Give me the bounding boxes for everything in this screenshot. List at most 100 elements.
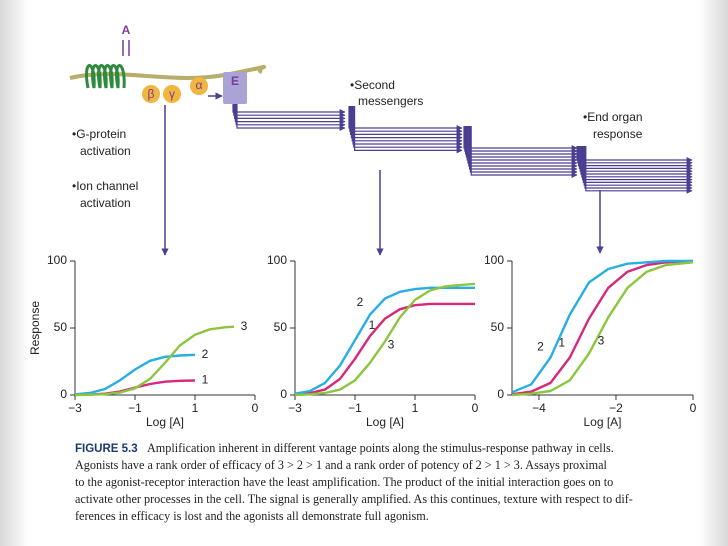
signal-arrow [232,104,346,115]
signal-arrow [353,106,463,151]
effector [223,72,247,104]
signal-arrow [578,146,693,169]
signal-arrow [469,126,578,172]
caption-line: Amplification inherent in different vant… [147,441,614,455]
beta-subunit [142,85,160,103]
signal-arrow [348,106,463,131]
signal-arrow [464,126,578,154]
series-label: 1 [369,318,376,332]
series-label: 3 [241,319,248,333]
y-tick-label: 0 [280,387,287,401]
signal-arrow [583,146,693,189]
x-axis-label: Log [A] [366,415,404,429]
curve [294,302,475,396]
signal-arrow [466,126,578,163]
stage-label: •Second [350,78,395,92]
x-tick-label: −1 [348,401,362,415]
signal-arrow [234,104,346,122]
y-tick-label: 50 [274,320,288,334]
y-tick-label: 100 [47,253,67,267]
caption-line: activate other processes in the cell. Th… [75,492,633,506]
stage-label: •End organ [583,110,643,124]
caption-label: FIGURE 5.3 [75,443,138,455]
y-axis-label: Response [28,301,42,355]
signal-arrow [576,146,693,163]
signal-arrow [233,104,346,119]
x-tick-label: 1 [192,401,199,415]
signal-arrow [467,126,578,166]
signal-arrow [582,146,693,186]
signal-arrow [236,104,346,131]
y-tick-label: 100 [267,253,287,267]
caption-line: ferences in efficacy is lost and the ago… [75,509,429,523]
y-tick-label: 50 [491,320,505,334]
curve [511,259,694,396]
curve [74,353,196,396]
receptor [85,64,126,89]
x-tick-label: 0 [472,401,479,415]
ligand-label: A [122,23,131,37]
x-tick-label: 0 [690,401,697,415]
series-label: 1 [202,373,209,387]
signal-arrow [582,146,693,183]
signal-arrow [352,106,463,147]
x-axis-label: Log [A] [146,415,184,429]
y-tick-label: 0 [497,387,504,401]
series-label: 2 [537,340,544,354]
x-tick-label: −2 [609,401,623,415]
signal-arrow [463,126,578,151]
signal-arrow [350,106,463,141]
stage-label: response [593,127,643,141]
signal-arrow [469,126,578,175]
x-tick-label: −4 [532,401,546,415]
series-label: 1 [558,336,565,350]
stage-label: •Ion channel [72,179,138,193]
gamma-label: γ [169,87,175,101]
signal-arrow [579,146,693,175]
series-label: 2 [357,295,364,309]
series-label: 3 [598,334,605,348]
alpha-label: α [196,78,203,92]
caption-line: to the agonist-receptor interaction have… [75,475,613,489]
signal-arrow [234,104,346,125]
curve [511,261,694,397]
binding-arrows [122,40,130,56]
alpha-subunit [190,77,208,95]
caption-line: Agonists have a rank order of efficacy o… [75,458,608,472]
signal-arrow [468,126,578,169]
curve [294,286,475,395]
signal-arrow [585,146,693,194]
signal-arrow [354,106,463,154]
signal-arrow [577,146,693,166]
signal-arrow [584,146,693,191]
x-axis-label: Log [A] [583,415,621,429]
stage-label: activation [80,196,131,210]
signal-arrow [580,146,693,177]
series-label: 3 [388,338,395,352]
signal-arrow [465,126,578,160]
x-tick-label: 1 [412,401,419,415]
gamma-subunit [163,85,181,103]
signal-arrow [235,104,346,128]
signal-arrow [351,106,463,144]
stage-label: activation [80,144,131,158]
curve [74,325,235,397]
beta-label: β [148,87,155,101]
x-tick-label: −1 [128,401,142,415]
stage-label: •G-protein [72,127,126,141]
signal-arrow [470,126,578,178]
x-tick-label: −3 [68,401,82,415]
pathway-diagram: A β γ α E •Second messengers •End organ … [69,23,693,256]
signal-arrow [465,126,578,157]
stage-label: messengers [358,94,423,108]
curve [294,282,476,397]
x-tick-label: −3 [288,401,302,415]
effector-label: E [231,74,239,88]
x-tick-label: 0 [252,401,259,415]
signal-arrow [350,106,463,138]
y-tick-label: 50 [54,320,68,334]
signal-arrow [349,106,463,135]
series-label: 2 [202,347,209,361]
